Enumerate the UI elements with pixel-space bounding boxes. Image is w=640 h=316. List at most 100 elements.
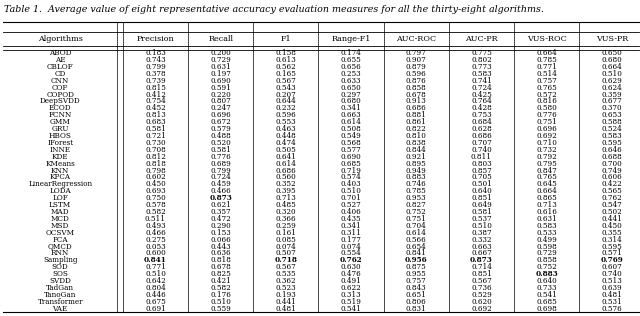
Text: 0.672: 0.672 xyxy=(211,118,231,126)
Text: Table 1.  Average value of eight representative accuracy evaluation measures for: Table 1. Average value of eight represen… xyxy=(4,5,545,14)
Text: DeepSVDD: DeepSVDD xyxy=(40,97,81,106)
Text: 0.873: 0.873 xyxy=(470,256,493,264)
Text: 0.628: 0.628 xyxy=(471,125,492,133)
Text: 0.812: 0.812 xyxy=(145,153,166,161)
Text: 0.474: 0.474 xyxy=(275,139,296,147)
Text: 0.696: 0.696 xyxy=(211,111,231,119)
Text: 0.459: 0.459 xyxy=(211,180,231,188)
Text: 0.543: 0.543 xyxy=(276,84,296,92)
Text: 0.161: 0.161 xyxy=(275,229,296,237)
Text: 0.831: 0.831 xyxy=(406,305,427,313)
Text: 0.718: 0.718 xyxy=(275,256,298,264)
Text: 0.193: 0.193 xyxy=(275,291,296,299)
Text: 0.510: 0.510 xyxy=(471,222,492,230)
Text: 0.807: 0.807 xyxy=(211,97,231,106)
Text: 0.153: 0.153 xyxy=(211,229,231,237)
Text: 0.616: 0.616 xyxy=(536,208,557,216)
Text: 0.403: 0.403 xyxy=(340,180,362,188)
Text: 0.370: 0.370 xyxy=(602,104,622,112)
Text: 0.688: 0.688 xyxy=(602,153,622,161)
Text: 0.505: 0.505 xyxy=(275,146,296,154)
Text: 0.253: 0.253 xyxy=(340,70,362,78)
Text: 0.621: 0.621 xyxy=(211,201,231,209)
Text: Range-F1: Range-F1 xyxy=(332,35,371,43)
Text: 0.677: 0.677 xyxy=(602,97,622,106)
Text: 0.630: 0.630 xyxy=(340,263,362,271)
Text: 0.607: 0.607 xyxy=(602,263,622,271)
Text: 0.066: 0.066 xyxy=(211,236,231,244)
Text: 0.359: 0.359 xyxy=(602,90,622,99)
Text: 0.395: 0.395 xyxy=(276,187,296,195)
Text: 0.683: 0.683 xyxy=(145,118,166,126)
Text: Sampling: Sampling xyxy=(43,256,77,264)
Text: 0.510: 0.510 xyxy=(340,187,362,195)
Text: 0.639: 0.639 xyxy=(602,284,622,292)
Text: 0.642: 0.642 xyxy=(145,277,166,285)
Text: 0.165: 0.165 xyxy=(275,70,296,78)
Text: 0.690: 0.690 xyxy=(211,77,231,85)
Text: 0.686: 0.686 xyxy=(471,132,492,140)
Text: LODA: LODA xyxy=(49,187,71,195)
Text: 0.804: 0.804 xyxy=(145,284,166,292)
Text: 0.177: 0.177 xyxy=(340,236,362,244)
Text: 0.733: 0.733 xyxy=(536,284,557,292)
Text: 0.511: 0.511 xyxy=(145,215,166,223)
Text: 0.355: 0.355 xyxy=(602,229,622,237)
Text: 0.743: 0.743 xyxy=(145,56,166,64)
Text: 0.803: 0.803 xyxy=(471,160,492,167)
Text: 0.689: 0.689 xyxy=(211,160,231,167)
Text: 0.502: 0.502 xyxy=(602,208,622,216)
Text: 0.792: 0.792 xyxy=(536,153,557,161)
Text: 0.598: 0.598 xyxy=(536,243,557,251)
Text: PCA: PCA xyxy=(52,236,68,244)
Text: 0.690: 0.690 xyxy=(340,153,362,161)
Text: KPCA: KPCA xyxy=(49,173,71,181)
Text: 0.810: 0.810 xyxy=(406,132,427,140)
Text: 0.707: 0.707 xyxy=(471,139,492,147)
Text: FCNN: FCNN xyxy=(49,111,72,119)
Text: 0.629: 0.629 xyxy=(602,77,622,85)
Text: SOD: SOD xyxy=(52,263,68,271)
Text: 0.825: 0.825 xyxy=(211,270,231,278)
Text: 0.799: 0.799 xyxy=(145,63,166,71)
Text: 0.851: 0.851 xyxy=(471,194,492,202)
Text: 0.693: 0.693 xyxy=(145,187,166,195)
Text: 0.844: 0.844 xyxy=(406,146,427,154)
Text: 0.559: 0.559 xyxy=(211,305,231,313)
Text: 0.510: 0.510 xyxy=(211,298,231,306)
Text: 0.721: 0.721 xyxy=(145,132,166,140)
Text: 0.646: 0.646 xyxy=(602,146,622,154)
Text: 0.749: 0.749 xyxy=(602,167,622,174)
Text: 0.664: 0.664 xyxy=(536,187,557,195)
Text: 0.816: 0.816 xyxy=(536,97,557,106)
Text: 0.750: 0.750 xyxy=(145,194,166,202)
Text: 0.275: 0.275 xyxy=(145,236,166,244)
Text: 0.613: 0.613 xyxy=(275,56,296,64)
Text: 0.602: 0.602 xyxy=(145,173,166,181)
Text: 0.591: 0.591 xyxy=(211,84,231,92)
Text: 0.443: 0.443 xyxy=(211,243,231,251)
Text: 0.488: 0.488 xyxy=(211,132,231,140)
Text: 0.724: 0.724 xyxy=(471,84,492,92)
Text: 0.664: 0.664 xyxy=(602,63,622,71)
Text: 0.762: 0.762 xyxy=(340,256,362,264)
Text: VUS-ROC: VUS-ROC xyxy=(527,35,566,43)
Text: 0.366: 0.366 xyxy=(276,215,296,223)
Text: 0.485: 0.485 xyxy=(275,201,296,209)
Text: 0.387: 0.387 xyxy=(471,229,492,237)
Text: 0.757: 0.757 xyxy=(406,277,427,285)
Text: ECOD: ECOD xyxy=(49,104,72,112)
Text: 0.531: 0.531 xyxy=(602,298,622,306)
Text: 0.719: 0.719 xyxy=(340,167,362,174)
Text: 0.595: 0.595 xyxy=(602,139,622,147)
Text: 0.581: 0.581 xyxy=(211,146,231,154)
Text: 0.771: 0.771 xyxy=(145,263,166,271)
Text: COF: COF xyxy=(52,84,68,92)
Text: COPOD: COPOD xyxy=(46,90,74,99)
Text: 0.645: 0.645 xyxy=(536,180,557,188)
Text: 0.537: 0.537 xyxy=(471,215,492,223)
Text: MCD: MCD xyxy=(51,215,70,223)
Text: LOF: LOF xyxy=(52,194,68,202)
Text: 0.311: 0.311 xyxy=(340,229,362,237)
Text: 0.843: 0.843 xyxy=(406,284,427,292)
